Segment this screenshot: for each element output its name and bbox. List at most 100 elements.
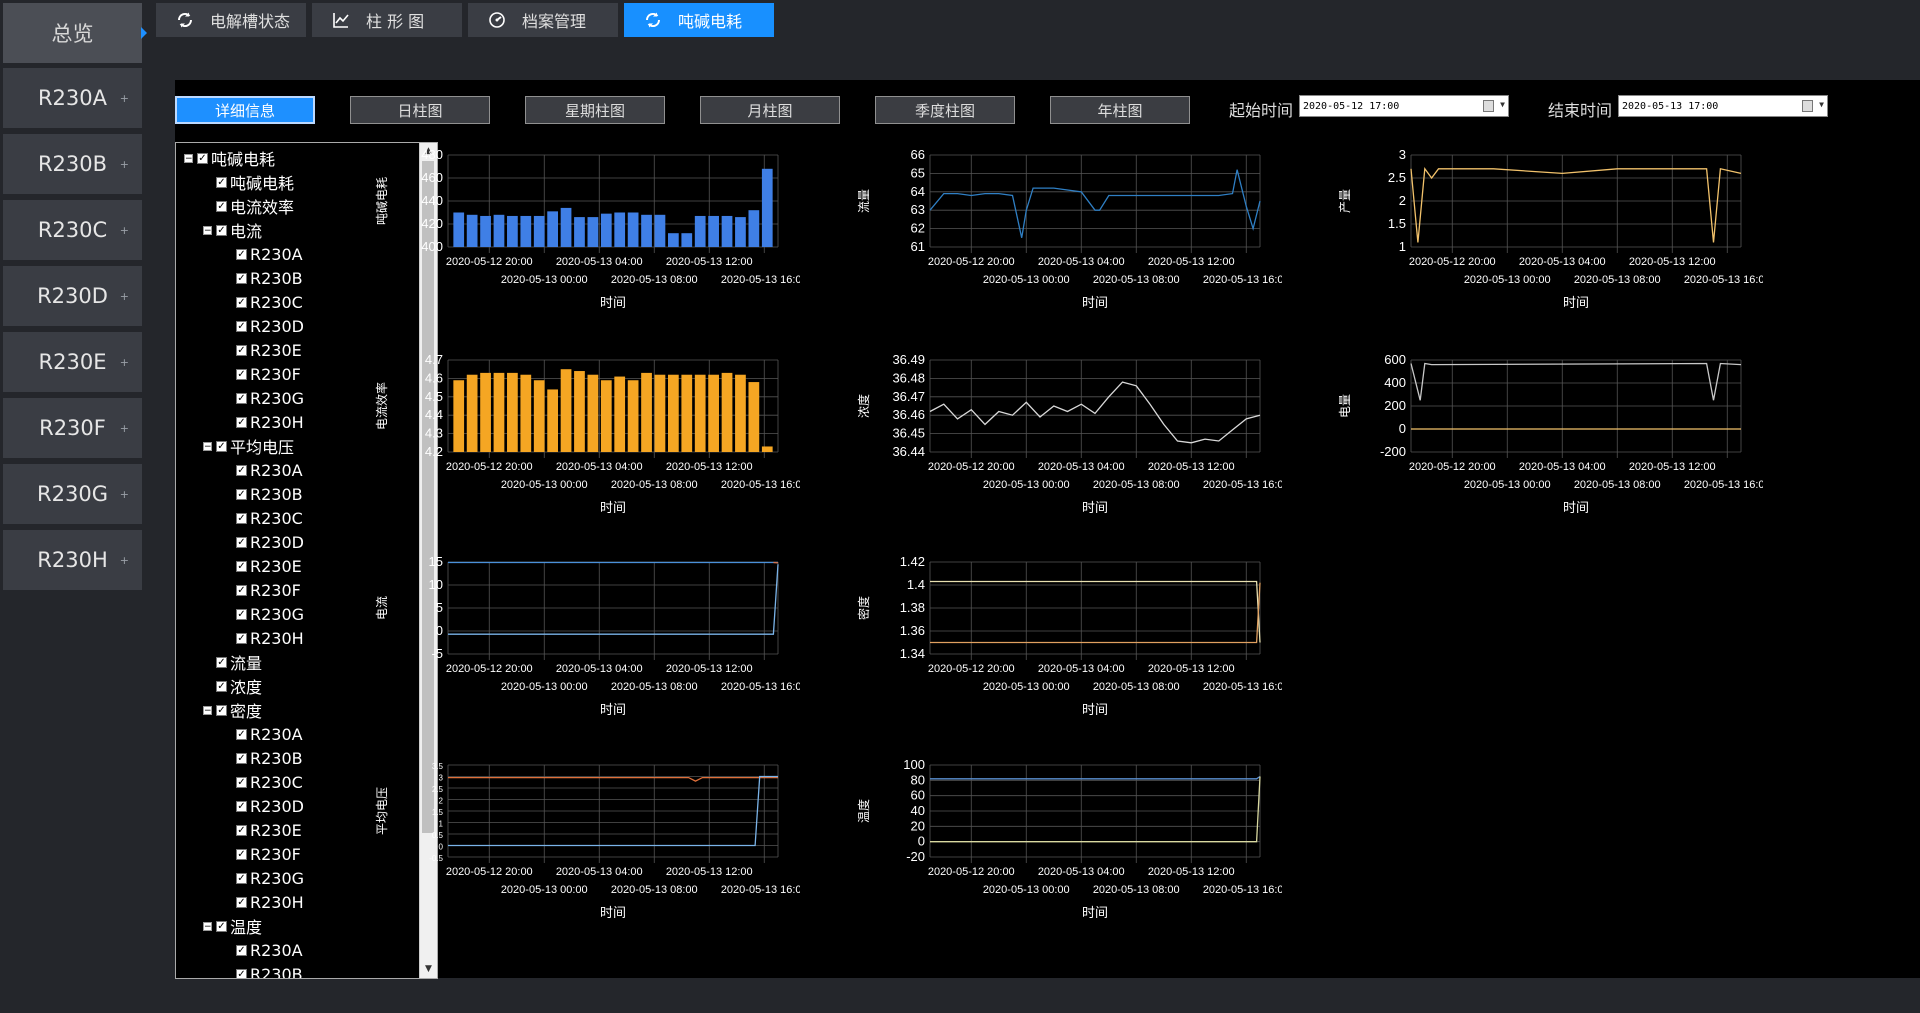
tree-item[interactable]: ✓ 吨碱电耗 — [216, 172, 294, 193]
collapse-icon[interactable]: − — [203, 705, 212, 716]
tree-item[interactable]: ✓ R230C — [236, 772, 303, 792]
tree-item[interactable]: ✓ R230F — [236, 844, 301, 864]
sidebar-item-r230a[interactable]: R230A + — [3, 68, 142, 128]
checkbox[interactable]: ✓ — [236, 776, 247, 788]
scroll-thumb[interactable] — [422, 161, 434, 833]
start-time-input[interactable]: 2020-05-12 17:00 ▼ — [1299, 95, 1509, 117]
tree-item[interactable]: ✓ R230D — [236, 532, 304, 552]
tree-item[interactable]: − ✓ 电流 — [203, 220, 262, 241]
tree-item[interactable]: ✓ R230A — [236, 724, 303, 744]
checkbox[interactable]: ✓ — [236, 872, 247, 884]
checkbox[interactable]: ✓ — [236, 248, 247, 260]
tree-item[interactable]: ✓ R230G — [236, 604, 304, 624]
chevron-down-icon[interactable]: ▼ — [1500, 100, 1505, 109]
checkbox[interactable]: ✓ — [236, 272, 247, 284]
collapse-icon[interactable]: − — [184, 153, 193, 164]
checkbox[interactable]: ✓ — [216, 704, 227, 716]
checkbox[interactable]: ✓ — [236, 488, 247, 500]
checkbox[interactable]: ✓ — [216, 656, 227, 668]
plus-icon[interactable]: + — [119, 92, 129, 105]
tree-item[interactable]: ✓ R230B — [236, 268, 303, 288]
checkbox[interactable]: ✓ — [236, 800, 247, 812]
subtab-5[interactable]: 年柱图 — [1050, 96, 1190, 124]
checkbox[interactable]: ✓ — [236, 392, 247, 404]
checkbox[interactable]: ✓ — [216, 920, 227, 932]
checkbox[interactable]: ✓ — [236, 632, 247, 644]
tab-2[interactable]: 档案管理 — [468, 3, 618, 37]
tree-item[interactable]: ✓ R230A — [236, 244, 303, 264]
collapse-icon[interactable]: − — [203, 921, 212, 932]
sidebar-item-r230e[interactable]: R230E + — [3, 332, 142, 392]
checkbox[interactable]: ✓ — [236, 368, 247, 380]
checkbox[interactable]: ✓ — [216, 680, 227, 692]
sidebar-item-r230b[interactable]: R230B + — [3, 134, 142, 194]
sidebar-item-overview[interactable]: 总览 — [3, 3, 147, 63]
tab-1[interactable]: 柱 形 图 — [312, 3, 462, 37]
tree-item[interactable]: ✓ R230F — [236, 580, 301, 600]
checkbox[interactable]: ✓ — [236, 752, 247, 764]
sidebar-item-r230c[interactable]: R230C + — [3, 200, 142, 260]
tree-item[interactable]: ✓ R230E — [236, 340, 302, 360]
chevron-down-icon[interactable]: ▼ — [1819, 100, 1824, 109]
checkbox[interactable]: ✓ — [236, 584, 247, 596]
checkbox[interactable]: ✓ — [236, 824, 247, 836]
scroll-down-arrow-icon[interactable]: ▼ — [425, 964, 432, 974]
tree-item[interactable]: ✓ R230E — [236, 556, 302, 576]
plus-icon[interactable]: + — [119, 422, 129, 435]
checkbox[interactable]: ✓ — [236, 608, 247, 620]
subtab-1[interactable]: 日柱图 — [350, 96, 490, 124]
plus-icon[interactable]: + — [119, 554, 129, 567]
tree-item[interactable]: ✓ R230A — [236, 460, 303, 480]
checkbox[interactable]: ✓ — [197, 152, 208, 164]
checkbox[interactable]: ✓ — [236, 560, 247, 572]
tree-item[interactable]: ✓ R230E — [236, 820, 302, 840]
checkbox[interactable]: ✓ — [236, 968, 247, 979]
collapse-icon[interactable]: − — [203, 441, 212, 452]
subtab-0[interactable]: 详细信息 — [175, 96, 315, 124]
checkbox[interactable]: ✓ — [216, 440, 227, 452]
tree-item[interactable]: ✓ R230G — [236, 388, 304, 408]
subtab-3[interactable]: 月柱图 — [700, 96, 840, 124]
sidebar-item-r230g[interactable]: R230G + — [3, 464, 142, 524]
tree-item[interactable]: ✓ R230G — [236, 868, 304, 888]
tree-item[interactable]: − ✓ 密度 — [203, 700, 262, 721]
sidebar-item-r230h[interactable]: R230H + — [3, 530, 142, 590]
tree-item[interactable]: ✓ R230H — [236, 892, 304, 912]
tree-item[interactable]: ✓ 流量 — [216, 652, 262, 673]
checkbox[interactable]: ✓ — [236, 512, 247, 524]
tree-item[interactable]: ✓ 电流效率 — [216, 196, 294, 217]
tree-scrollbar[interactable]: ▲ ▼ — [419, 143, 437, 978]
tree-item[interactable]: ✓ 浓度 — [216, 676, 262, 697]
tree-item[interactable]: ✓ R230B — [236, 748, 303, 768]
checkbox[interactable]: ✓ — [236, 320, 247, 332]
calendar-icon[interactable] — [1802, 100, 1813, 112]
tree-item[interactable]: ✓ R230C — [236, 292, 303, 312]
checkbox[interactable]: ✓ — [236, 728, 247, 740]
checkbox[interactable]: ✓ — [236, 944, 247, 956]
checkbox[interactable]: ✓ — [236, 416, 247, 428]
plus-icon[interactable]: + — [119, 488, 129, 501]
checkbox[interactable]: ✓ — [236, 848, 247, 860]
tab-0[interactable]: 电解槽状态 — [156, 3, 306, 37]
checkbox[interactable]: ✓ — [236, 296, 247, 308]
subtab-4[interactable]: 季度柱图 — [875, 96, 1015, 124]
tree-item[interactable]: ✓ R230D — [236, 796, 304, 816]
checkbox[interactable]: ✓ — [216, 224, 227, 236]
subtab-2[interactable]: 星期柱图 — [525, 96, 665, 124]
tab-3[interactable]: 吨碱电耗 — [624, 3, 774, 37]
plus-icon[interactable]: + — [119, 224, 129, 237]
tree-item[interactable]: ✓ R230C — [236, 508, 303, 528]
tree-item[interactable]: ✓ R230H — [236, 628, 304, 648]
plus-icon[interactable]: + — [119, 290, 129, 303]
sidebar-item-r230d[interactable]: R230D + — [3, 266, 142, 326]
tree-item[interactable]: ✓ R230D — [236, 316, 304, 336]
collapse-icon[interactable]: − — [203, 225, 212, 236]
tree-item[interactable]: ✓ R230B — [236, 964, 303, 979]
end-time-input[interactable]: 2020-05-13 17:00 ▼ — [1618, 95, 1828, 117]
checkbox[interactable]: ✓ — [236, 896, 247, 908]
plus-icon[interactable]: + — [119, 356, 129, 369]
checkbox[interactable]: ✓ — [216, 176, 227, 188]
checkbox[interactable]: ✓ — [236, 536, 247, 548]
tree-item[interactable]: − ✓ 平均电压 — [203, 436, 294, 457]
tree-item[interactable]: ✓ R230H — [236, 412, 304, 432]
